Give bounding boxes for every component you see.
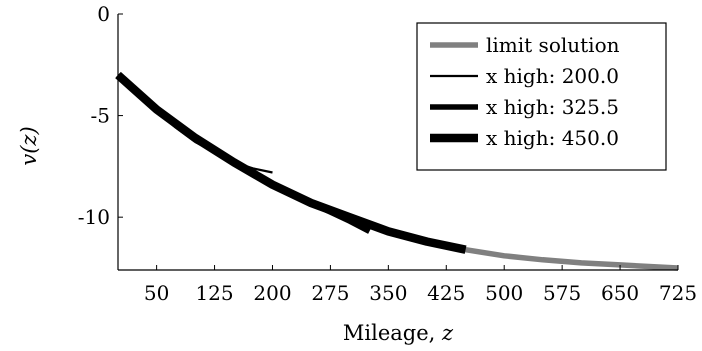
series-curves bbox=[115, 71, 679, 271]
x-tick-label: 50 bbox=[144, 281, 169, 305]
x-axis-label: Mileage, z bbox=[343, 321, 454, 345]
x-tick-label: 200 bbox=[253, 281, 291, 305]
legend-label-3: x high: 325.5 bbox=[486, 95, 619, 119]
x-tick-label: 350 bbox=[369, 281, 407, 305]
x-tick-label: 575 bbox=[543, 281, 581, 305]
y-tick-label: -5 bbox=[91, 104, 110, 128]
y-axis-label: v(z) bbox=[17, 126, 41, 165]
x-tick-label: 500 bbox=[485, 281, 523, 305]
legend-label-4: x high: 450.0 bbox=[486, 126, 619, 150]
y-tick-label: 0 bbox=[97, 2, 110, 26]
series-line-4 bbox=[115, 71, 467, 254]
x-tick-label: 125 bbox=[195, 281, 233, 305]
legend-label-2: x high: 200.0 bbox=[486, 64, 619, 88]
series-line-2 bbox=[117, 74, 273, 174]
y-tick-label: -10 bbox=[78, 205, 110, 229]
x-tick-label: 425 bbox=[427, 281, 465, 305]
legend: limit solution x high: 200.0 x high: 325.5… bbox=[416, 22, 667, 171]
x-tick-label: 650 bbox=[601, 281, 639, 305]
legend-label-1: limit solution bbox=[486, 33, 620, 57]
ticks: 50 125 200 275 350 425 500 575 650 725 0 -5 -10 bbox=[78, 2, 697, 305]
x-tick-label: 275 bbox=[311, 281, 349, 305]
x-tick-label: 725 bbox=[659, 281, 697, 305]
axes bbox=[117, 14, 678, 271]
